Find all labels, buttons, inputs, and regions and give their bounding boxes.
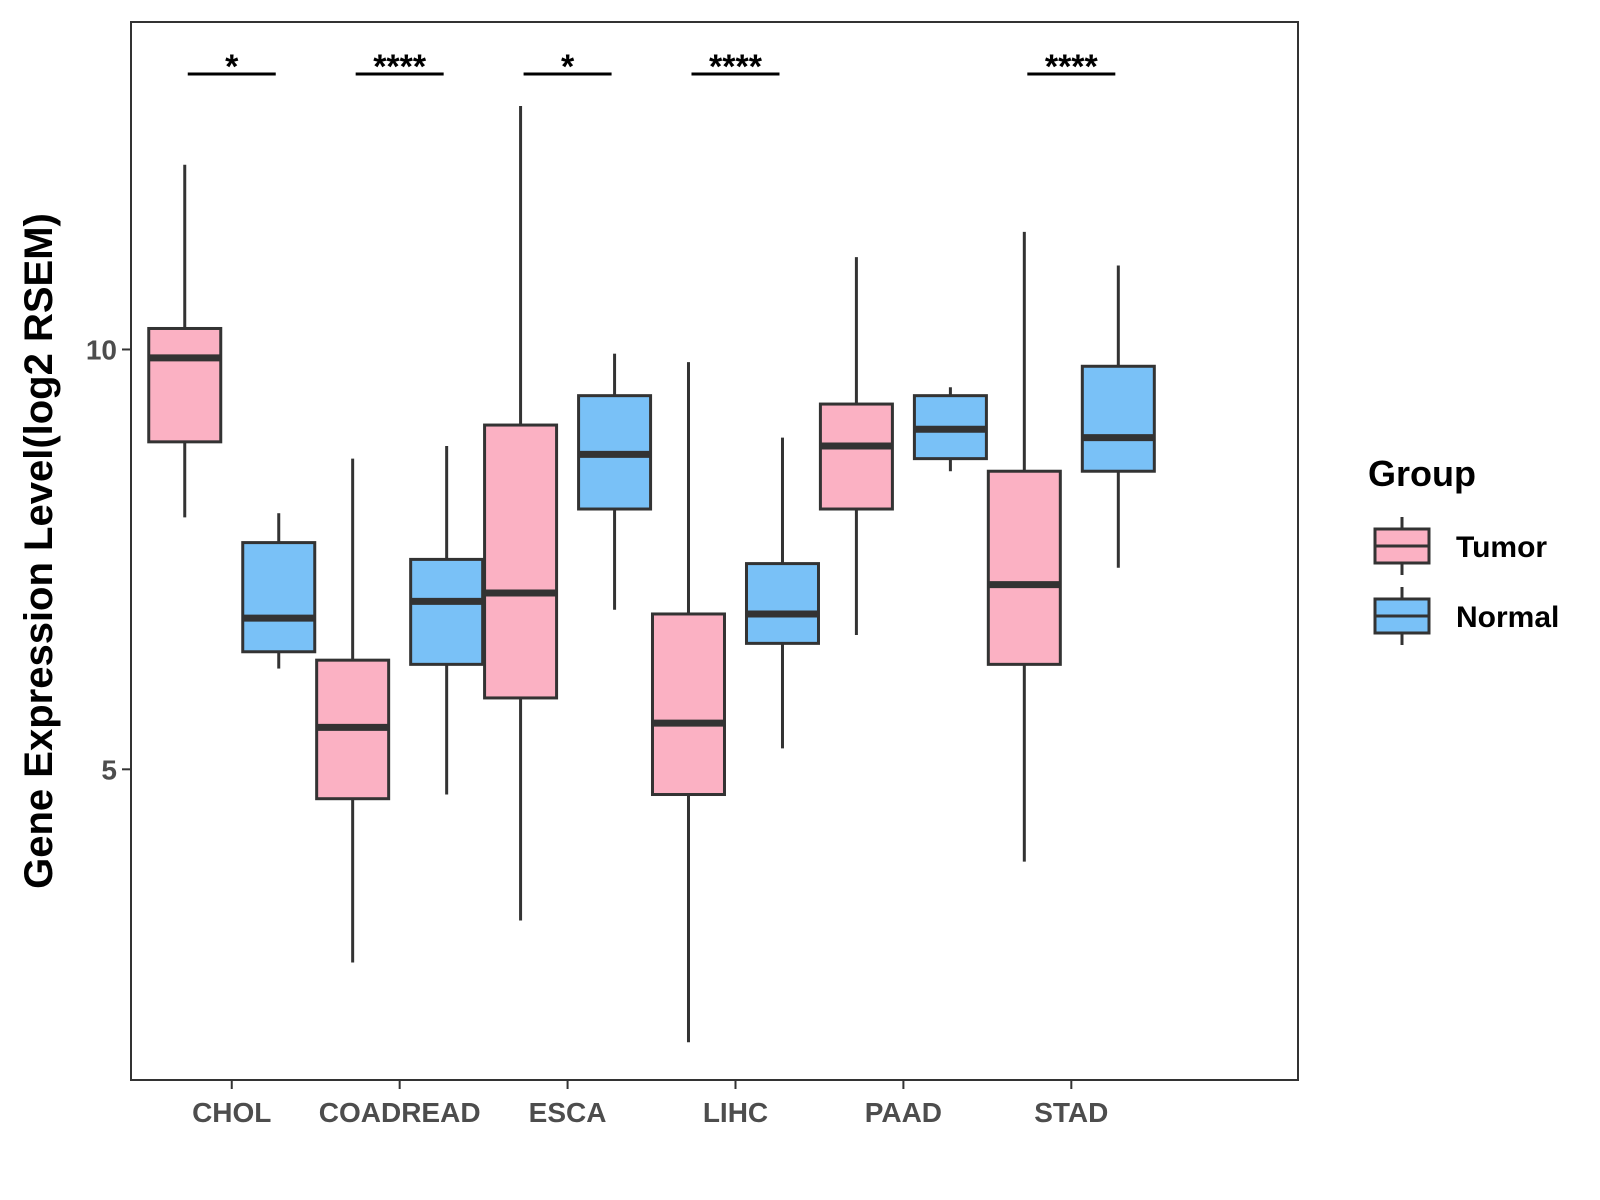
x-tick-label: ESCA [529, 1097, 607, 1128]
box-iqr [483, 423, 559, 700]
legend-label-tumor: Tumor [1456, 531, 1547, 564]
box-chol-tumor [147, 164, 223, 518]
box-iqr [818, 402, 894, 511]
box-iqr [986, 469, 1062, 666]
significance-label: **** [1045, 48, 1099, 86]
box-esca-tumor [483, 105, 559, 921]
box-iqr [147, 326, 223, 444]
box-iqr [409, 557, 485, 666]
box-esca-normal [577, 353, 653, 610]
significance-label: **** [373, 48, 427, 86]
legend-label-normal: Normal [1456, 601, 1559, 634]
box-lihc-normal [744, 437, 820, 749]
box-paad-tumor [818, 257, 894, 635]
box-coadread-tumor [315, 458, 391, 963]
box-coadread-normal [409, 446, 485, 795]
x-tick-label: STAD [1034, 1097, 1108, 1128]
legend-key-tumor [1373, 517, 1431, 575]
legend-title: Group [1368, 453, 1476, 494]
box-chol-normal [241, 513, 317, 669]
plot-panel [130, 21, 1299, 1081]
x-tick-label: LIHC [703, 1097, 768, 1128]
y-tick-label: 5 [101, 754, 117, 785]
legend: Group Tumor Normal [1368, 453, 1559, 645]
box-stad-normal [1080, 265, 1156, 568]
significance-label: **** [709, 48, 763, 86]
box-iqr [241, 541, 317, 654]
box-stad-tumor [986, 231, 1062, 862]
legend-key-normal [1373, 587, 1431, 645]
x-tick-label: PAAD [865, 1097, 942, 1128]
box-lihc-tumor [650, 362, 726, 1043]
x-tick-label: COADREAD [319, 1097, 481, 1128]
y-tick-label: 10 [86, 334, 117, 365]
box-iqr [1080, 364, 1156, 473]
significance-label: * [225, 48, 239, 86]
box-iqr [744, 562, 820, 645]
significance-label: * [561, 48, 575, 86]
x-tick-label: CHOL [192, 1097, 271, 1128]
box-paad-normal [912, 387, 988, 472]
box-iqr [650, 612, 726, 797]
y-axis-label: Gene Expression Level(log2 RSEM) [17, 213, 61, 889]
